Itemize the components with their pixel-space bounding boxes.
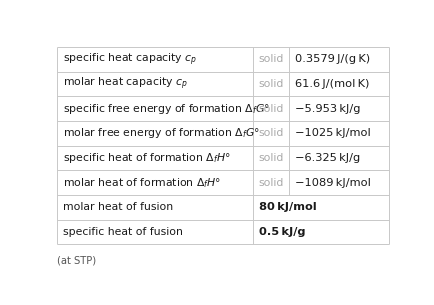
Text: solid: solid <box>258 55 283 64</box>
Text: 0.3579 J/(g K): 0.3579 J/(g K) <box>295 55 370 64</box>
Text: solid: solid <box>258 79 283 89</box>
Text: molar heat of formation $\Delta_f H°$: molar heat of formation $\Delta_f H°$ <box>63 176 221 190</box>
Text: molar free energy of formation $\Delta_f G°$: molar free energy of formation $\Delta_f… <box>63 127 260 141</box>
Text: 80 kJ/mol: 80 kJ/mol <box>258 203 316 213</box>
Text: −1025 kJ/mol: −1025 kJ/mol <box>295 128 370 138</box>
Text: solid: solid <box>258 104 283 114</box>
Text: −6.325 kJ/g: −6.325 kJ/g <box>295 153 360 163</box>
Text: solid: solid <box>258 128 283 138</box>
Text: specific heat of formation $\Delta_f H°$: specific heat of formation $\Delta_f H°$ <box>63 151 230 165</box>
Text: specific heat of fusion: specific heat of fusion <box>63 227 183 237</box>
Text: −1089 kJ/mol: −1089 kJ/mol <box>295 178 370 188</box>
Text: molar heat capacity $c_p$: molar heat capacity $c_p$ <box>63 76 187 92</box>
Text: solid: solid <box>258 178 283 188</box>
Text: molar heat of fusion: molar heat of fusion <box>63 203 173 213</box>
Text: specific heat capacity $c_p$: specific heat capacity $c_p$ <box>63 51 197 68</box>
Text: −5.953 kJ/g: −5.953 kJ/g <box>295 104 360 114</box>
Text: 61.6 J/(mol K): 61.6 J/(mol K) <box>295 79 369 89</box>
Text: 0.5 kJ/g: 0.5 kJ/g <box>258 227 305 237</box>
Text: solid: solid <box>258 153 283 163</box>
Text: specific free energy of formation $\Delta_f G°$: specific free energy of formation $\Delt… <box>63 102 270 116</box>
Text: (at STP): (at STP) <box>57 255 96 265</box>
